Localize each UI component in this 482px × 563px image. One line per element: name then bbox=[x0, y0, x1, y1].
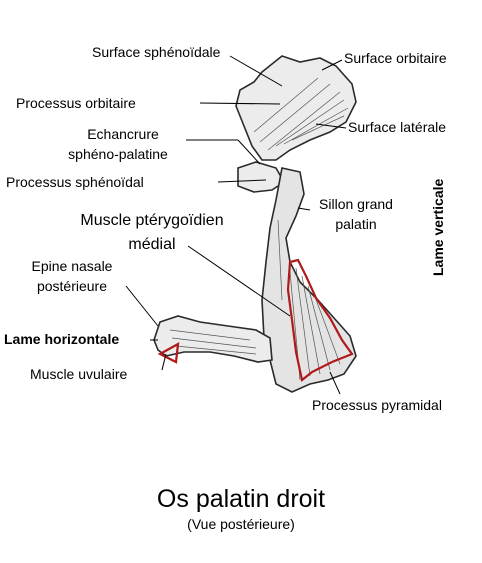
label-processus-pyramidal: Processus pyramidal bbox=[312, 397, 442, 413]
figure-subtitle: (Vue postérieure) bbox=[187, 516, 295, 532]
label-sillon-line1: Sillon grand bbox=[319, 196, 393, 212]
label-surface-sphenoidale: Surface sphénoïdale bbox=[92, 44, 221, 60]
label-lame-horizontale: Lame horizontale bbox=[4, 331, 120, 347]
horizontal-hatching bbox=[169, 329, 257, 355]
label-muscle-pterygoidien-line1: Muscle ptérygoïdien bbox=[80, 212, 224, 229]
orbital-hatching bbox=[253, 77, 349, 151]
label-echancrure-line2: sphéno-palatine bbox=[68, 146, 168, 162]
pterygoid-muscle-outline bbox=[286, 258, 354, 382]
sphenoidal-process bbox=[237, 161, 286, 193]
label-lame-verticale: Lame verticale bbox=[430, 178, 446, 276]
vertical-plate bbox=[261, 167, 357, 393]
label-echancrure-line1: Echancrure bbox=[87, 126, 159, 142]
label-processus-orbitaire: Processus orbitaire bbox=[16, 95, 136, 111]
label-sillon-line2: palatin bbox=[335, 216, 377, 232]
uvular-muscle-outline bbox=[157, 342, 180, 364]
figure-title: Os palatin droit bbox=[156, 485, 326, 513]
label-muscle-uvulaire: Muscle uvulaire bbox=[30, 366, 128, 382]
label-muscle-pterygoidien-line2: médial bbox=[128, 236, 176, 253]
label-processus-sphenoidal: Processus sphénoïdal bbox=[6, 174, 144, 190]
label-epine-line1: Epine nasale bbox=[31, 258, 113, 274]
leader-lines bbox=[125, 55, 347, 395]
horizontal-plate bbox=[153, 315, 273, 363]
orbital-process bbox=[235, 55, 357, 161]
label-surface-orbitaire: Surface orbitaire bbox=[344, 50, 447, 66]
label-surface-laterale: Surface latérale bbox=[348, 119, 447, 135]
label-epine-line2: postérieure bbox=[36, 278, 108, 294]
